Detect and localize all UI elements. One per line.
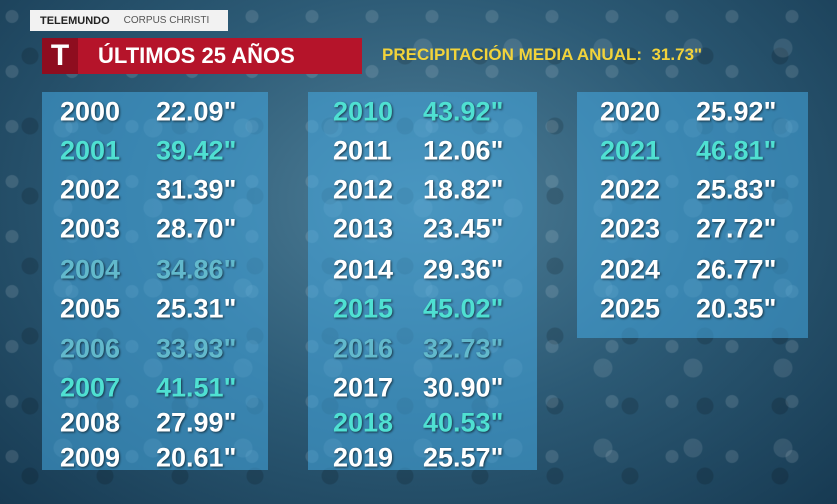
year-cell: 2024 — [600, 254, 661, 285]
value-cell: 39.42" — [156, 135, 237, 166]
year-cell: 2009 — [60, 442, 121, 473]
value-cell: 40.53" — [423, 407, 504, 438]
value-cell: 27.99" — [156, 407, 237, 438]
year-cell: 2013 — [333, 213, 394, 244]
year-cell: 2008 — [60, 407, 121, 438]
year-cell: 2019 — [333, 442, 394, 473]
year-cell: 2011 — [333, 135, 392, 166]
panel — [308, 92, 537, 470]
year-cell: 2006 — [60, 333, 121, 364]
year-cell: 2018 — [333, 407, 394, 438]
year-cell: 2004 — [60, 254, 121, 285]
year-cell: 2014 — [333, 254, 394, 285]
value-cell: 33.93" — [156, 333, 237, 364]
panel — [42, 92, 268, 470]
value-cell: 25.83" — [696, 174, 777, 205]
value-cell: 28.70" — [156, 213, 237, 244]
value-cell: 20.61" — [156, 442, 237, 473]
value-cell: 22.09" — [156, 96, 237, 127]
year-cell: 2002 — [60, 174, 121, 205]
year-cell: 2007 — [60, 372, 121, 403]
value-cell: 25.92" — [696, 96, 777, 127]
year-cell: 2021 — [600, 135, 661, 166]
value-cell: 46.81" — [696, 135, 777, 166]
value-cell: 25.57" — [423, 442, 504, 473]
location: CORPUS CHRISTI — [123, 15, 210, 26]
value-cell: 45.02" — [423, 293, 504, 324]
value-cell: 30.90" — [423, 372, 504, 403]
value-cell: 32.73" — [423, 333, 504, 364]
year-cell: 2016 — [333, 333, 394, 364]
year-cell: 2020 — [600, 96, 661, 127]
year-cell: 2023 — [600, 213, 661, 244]
value-cell: 20.35" — [696, 293, 777, 324]
year-cell: 2003 — [60, 213, 121, 244]
value-cell: 25.31" — [156, 293, 237, 324]
year-cell: 2012 — [333, 174, 394, 205]
year-cell: 2010 — [333, 96, 394, 127]
year-cell: 2000 — [60, 96, 121, 127]
year-cell: 2001 — [60, 135, 121, 166]
value-cell: 43.92" — [423, 96, 504, 127]
year-cell: 2025 — [600, 293, 661, 324]
title: ÚLTIMOS 25 AÑOS — [98, 43, 295, 68]
year-cell: 2022 — [600, 174, 661, 205]
value-cell: 23.45" — [423, 213, 504, 244]
value-cell: 12.06" — [423, 135, 504, 166]
value-cell: 18.82" — [423, 174, 504, 205]
subtitle: PRECIPITACIÓN MEDIA ANUAL: 31.73" — [382, 45, 703, 64]
panel — [577, 92, 808, 338]
title-bar: T ÚLTIMOS 25 AÑOS — [42, 38, 362, 74]
value-cell: 27.72" — [696, 213, 777, 244]
year-cell: 2005 — [60, 293, 121, 324]
value-cell: 31.39" — [156, 174, 237, 205]
value-cell: 26.77" — [696, 254, 777, 285]
station-tag: TELEMUNDO CORPUS CHRISTI — [30, 10, 228, 31]
year-cell: 2017 — [333, 372, 394, 403]
value-cell: 41.51" — [156, 372, 237, 403]
logo: T — [42, 38, 78, 74]
value-cell: 34.86" — [156, 254, 237, 285]
brand: TELEMUNDO — [40, 14, 110, 27]
value-cell: 29.36" — [423, 254, 504, 285]
year-cell: 2015 — [333, 293, 394, 324]
